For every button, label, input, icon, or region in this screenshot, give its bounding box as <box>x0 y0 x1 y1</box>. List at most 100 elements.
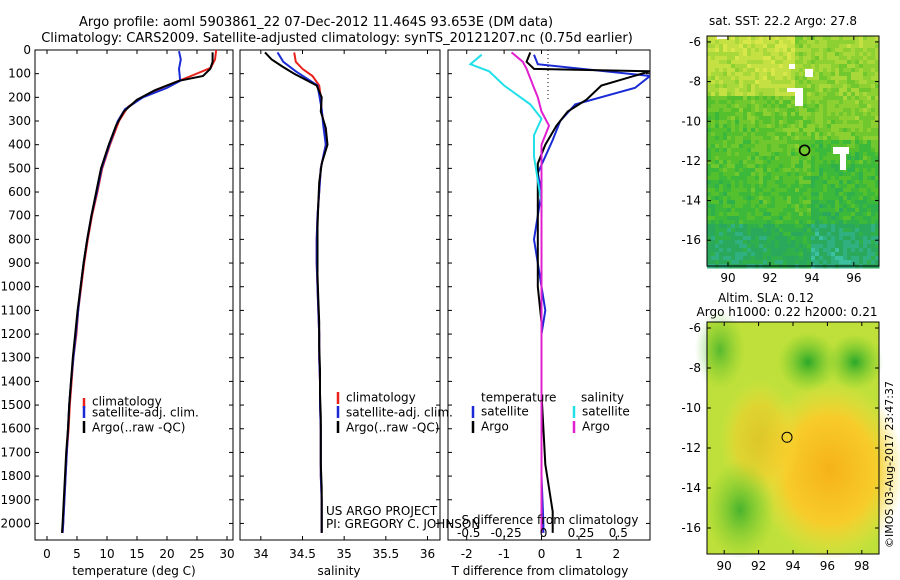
diff-legend-label-s-argo: Argo <box>582 420 610 434</box>
map-x-tick-label: 98 <box>854 559 869 573</box>
x-tick-label: 10 <box>99 547 114 561</box>
depth-tick-label: 1800 <box>0 469 31 483</box>
missing-data-patch <box>717 36 727 39</box>
s-diff-tick-label: -0.5 <box>457 526 480 540</box>
x-tick-label: 0 <box>43 547 51 561</box>
depth-tick-label: 1000 <box>0 280 31 294</box>
sal-legend-label-argo: Argo(..raw -QC) <box>346 421 439 435</box>
series-line-t-argo <box>525 52 650 533</box>
missing-data-patch <box>789 64 795 69</box>
depth-tick-label: 400 <box>8 138 31 152</box>
sal-legend-label-climatology: climatology <box>346 391 416 405</box>
map-y-tick-label: -8 <box>689 361 701 375</box>
difference-panel: -2 -1 0 1 2 T difference from climatology S … <box>447 49 651 578</box>
map-x-tick-label: 90 <box>717 559 732 573</box>
credit-project: US ARGO PROJECT <box>326 504 438 518</box>
series-line-s-satellite <box>468 53 543 533</box>
map-y-tick-label: -6 <box>689 321 701 335</box>
depth-tick-label: 300 <box>8 114 31 128</box>
x-tick-label: 20 <box>159 547 174 561</box>
map-y-tick-label: -14 <box>681 194 701 208</box>
series-line-argo-raw-qc- <box>61 52 214 533</box>
sst-argo-marker <box>798 144 811 157</box>
legend-label-argo: Argo(..raw -QC) <box>92 421 185 435</box>
diff-legend-label-s-satellite: satellite <box>582 405 630 419</box>
map-x-tick-label: 96 <box>846 271 861 285</box>
map-y-tick-label: -12 <box>681 154 701 168</box>
x-tick-label: 25 <box>189 547 204 561</box>
x-tick-label: -2 <box>461 547 473 561</box>
x-tick-label: 5 <box>73 547 81 561</box>
salinity-panel: 34 34.5 35 35.5 36 salinity climatology sate… <box>239 49 480 578</box>
depth-tick-label: 1100 <box>0 303 31 317</box>
depth-tick-label: 600 <box>8 185 31 199</box>
salinity-axes-frame <box>239 49 441 541</box>
legend-label-climatology: climatology <box>92 395 162 409</box>
depth-tick-label: 1400 <box>0 374 31 388</box>
x-tick-label: 15 <box>129 547 144 561</box>
map-x-tick-label: 92 <box>751 559 766 573</box>
map-x-tick-label: 94 <box>804 271 819 285</box>
map-y-tick-label: -16 <box>681 521 701 535</box>
legend-header-temperature: temperature <box>481 391 556 405</box>
depth-tick-label: 2000 <box>0 516 31 530</box>
difference-axes-frame <box>447 49 651 541</box>
salinity-legend: climatology satellite-adj. clim. Argo(..… <box>336 391 453 435</box>
legend-header-salinity: salinity <box>581 391 624 405</box>
sst-map-panel: sat. SST: 22.2 Argo: 27.8 90 92 94 96 -6 -8 -1… <box>681 14 880 285</box>
depth-tick-label: 1500 <box>0 398 31 412</box>
difference-legend: temperature salinity satellite Argo sate… <box>471 391 630 434</box>
sla-argo-marker <box>781 431 793 443</box>
map-y-tick-label: -14 <box>681 481 701 495</box>
s-diff-tick-label: -0.25 <box>491 526 522 540</box>
sal-legend-label-satellite: satellite-adj. clim. <box>346 406 453 420</box>
map-x-tick-label: 92 <box>762 271 777 285</box>
x-tick-label: 36 <box>420 547 435 561</box>
temperature-legend: climatology satellite-adj. clim. Argo(..… <box>82 395 199 435</box>
difference-x-label: T difference from climatology <box>451 564 629 578</box>
sst-map-title: sat. SST: 22.2 Argo: 27.8 <box>709 14 857 28</box>
temperature-panel: 0100200300400500600700800900100011001200… <box>0 43 234 578</box>
x-tick-label: -1 <box>498 547 510 561</box>
salinity-x-axis: 34 34.5 35 35.5 36 <box>253 50 435 561</box>
map-y-tick-label: -12 <box>681 441 701 455</box>
depth-tick-label: 1700 <box>0 445 31 459</box>
s-diff-tick-label: 0.25 <box>568 526 595 540</box>
map-y-tick-label: -8 <box>689 75 701 89</box>
figure-title-line1: Argo profile: aoml 5903861_22 07-Dec-201… <box>79 15 553 30</box>
map-x-tick-label: 94 <box>785 559 800 573</box>
depth-tick-label: 1600 <box>0 422 31 436</box>
x-tick-label: 34 <box>253 547 268 561</box>
map-y-tick-label: -6 <box>689 35 701 49</box>
x-tick-label: 35.5 <box>372 547 399 561</box>
series-line-t-satellite <box>532 54 650 533</box>
map-x-tick-label: 96 <box>820 559 835 573</box>
x-tick-label: 30 <box>219 547 234 561</box>
missing-data-patch <box>795 88 803 106</box>
depth-axis: 0 100 200 300 400 500 600 700 800 900 1000 1100 1200… <box>0 43 233 530</box>
depth-tick-label: 1900 <box>0 493 31 507</box>
x-tick-label: 1 <box>575 547 583 561</box>
sla-map-subtitle: Argo h1000: 0.22 h2000: 0.21 <box>697 305 878 319</box>
salinity-difference-scale: -0.5 -0.25 0 0.25 0.5 <box>457 526 628 540</box>
missing-data-patch <box>805 69 813 77</box>
temperature-x-label: temperature (deg C) <box>72 564 195 578</box>
map-y-tick-label: -10 <box>681 114 701 128</box>
legend-label-satellite: satellite-adj. clim. <box>92 406 199 420</box>
depth-tick-label: 200 <box>8 90 31 104</box>
depth-tick-label: 500 <box>8 161 31 175</box>
map-y-tick-label: -10 <box>681 401 701 415</box>
depth-tick-label: 0 <box>23 43 31 57</box>
missing-data-patch <box>833 147 849 154</box>
s-diff-tick-label: 0.5 <box>609 526 628 540</box>
sla-map-title: Altim. SLA: 0.12 <box>718 291 814 305</box>
missing-data-patch <box>787 88 795 92</box>
sst-heatmap <box>707 36 880 269</box>
salinity-depth-ticks <box>240 49 440 524</box>
x-tick-label: 2 <box>613 547 621 561</box>
sla-map-panel: Altim. SLA: 0.12 Argo h1000: 0.22 h2000:… <box>681 291 900 573</box>
difference-top-x-label: S difference from climatology <box>462 513 639 527</box>
timestamp-stamp: ©IMOS 03-Aug-2017 23:47:37 <box>883 381 896 548</box>
depth-tick-label: 700 <box>8 209 31 223</box>
